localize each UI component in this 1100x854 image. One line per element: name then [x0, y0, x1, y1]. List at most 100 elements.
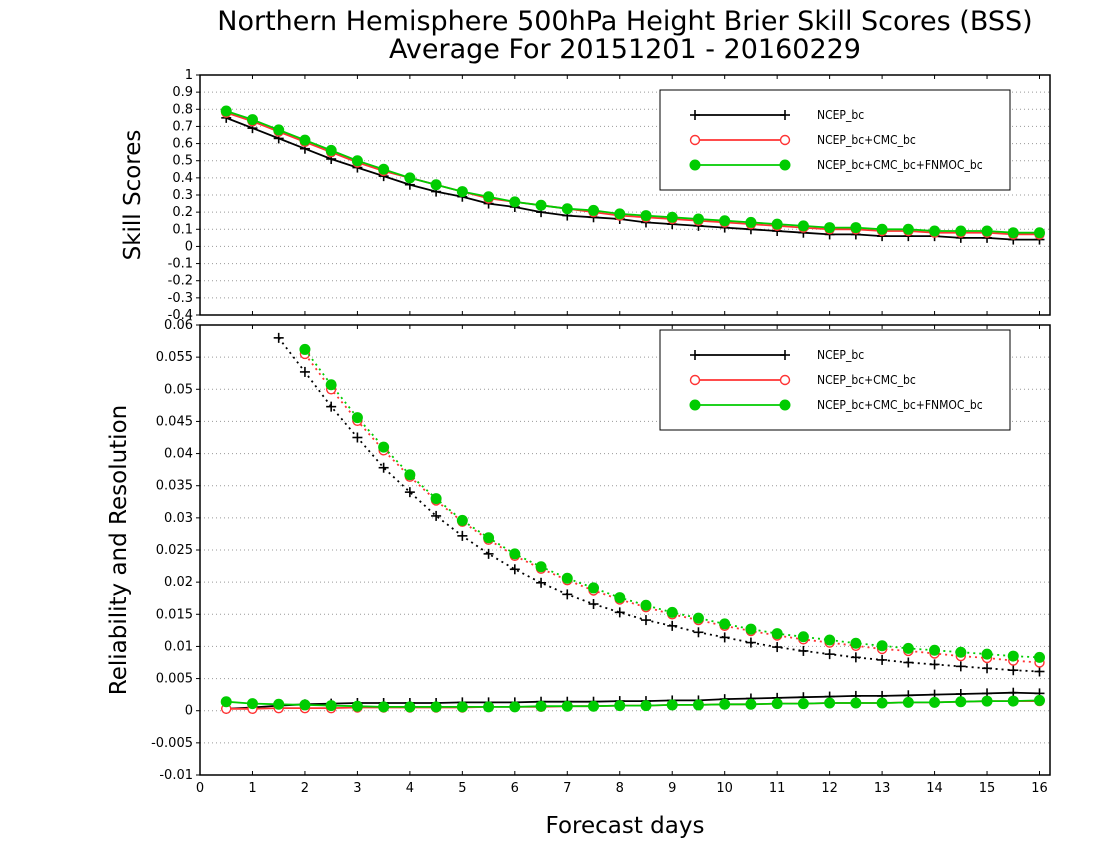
x-tick-label: 14 — [926, 781, 943, 796]
y-tick-label: 0.015 — [156, 607, 193, 622]
data-point — [1034, 651, 1046, 663]
y-tick-label: 0 — [185, 239, 193, 254]
data-point — [771, 628, 783, 640]
data-point — [1034, 666, 1045, 677]
data-point — [588, 204, 600, 216]
plot-layer: -0.4 -0.3 -0.2 -0.1 0 0.1 0.2 0.3 0.4 0.5 0.6 0.7 0.… — [151, 68, 1051, 796]
data-point — [903, 657, 914, 668]
legend-marker — [780, 350, 790, 360]
data-point — [955, 696, 967, 708]
data-point — [509, 701, 521, 713]
y-tick-label: -0.2 — [168, 274, 193, 289]
y-tick-label: -0.1 — [168, 257, 193, 272]
legend-label: NCEP_bc+CMC_bc — [817, 373, 916, 387]
y-tick-label: -0.3 — [168, 291, 193, 306]
data-point — [404, 487, 415, 498]
y-tick-label: 0.4 — [172, 171, 193, 186]
data-point — [693, 627, 704, 638]
data-point — [561, 572, 573, 584]
data-point — [1007, 227, 1019, 239]
data-point — [378, 441, 390, 453]
x-tick-label: 15 — [979, 781, 996, 796]
data-point — [824, 697, 836, 709]
data-point — [614, 607, 625, 618]
data-point — [325, 144, 337, 156]
data-point — [850, 222, 862, 234]
data-point — [797, 698, 809, 710]
x-tick-label: 11 — [769, 781, 786, 796]
data-point — [667, 620, 678, 631]
y-tick-label: 0.025 — [156, 543, 193, 558]
data-point — [273, 698, 285, 710]
data-point — [535, 700, 547, 712]
data-point — [483, 532, 495, 544]
y-tick-label: 0.05 — [164, 382, 193, 397]
data-point — [929, 225, 941, 237]
data-point — [745, 216, 757, 228]
y-tick-label: 0.9 — [172, 85, 193, 100]
y-tick-label: -0.01 — [159, 768, 193, 783]
data-point — [929, 644, 941, 656]
data-point — [535, 199, 547, 211]
legend-label: NCEP_bc+CMC_bc — [817, 133, 916, 147]
series-ncep-bc-cmc-bc-fnmoc-bc-reliability — [220, 694, 1046, 713]
legend-marker — [780, 110, 790, 120]
x-axis-title: Forecast days — [546, 813, 705, 839]
legend-marker — [689, 159, 701, 171]
legend-marker — [690, 110, 700, 120]
data-point — [745, 623, 757, 635]
data-point — [457, 530, 468, 541]
data-point — [798, 645, 809, 656]
data-point — [850, 637, 862, 649]
y-tick-label: 0.055 — [156, 350, 193, 365]
data-point — [876, 223, 888, 235]
data-point — [430, 701, 442, 713]
y-tick-label: 0.035 — [156, 479, 193, 494]
series-ncep-bc-reliability — [221, 687, 1045, 714]
x-tick-label: 4 — [406, 781, 414, 796]
data-point — [351, 412, 363, 424]
data-point — [561, 203, 573, 215]
y-tick-label: 0.6 — [172, 137, 193, 152]
data-point — [824, 649, 835, 660]
data-point — [745, 637, 756, 648]
data-point — [246, 698, 258, 710]
data-point — [640, 599, 652, 611]
panel-reliability-resolution: -0.01 -0.005 0 0.005 0.01 0.015 0.02 0.025 0.03 0… — [151, 318, 1051, 796]
data-point — [745, 698, 757, 710]
data-point — [614, 208, 626, 220]
data-point — [955, 225, 967, 237]
series-ncep-bc-cmc-bc-fnmoc-bc — [220, 105, 1046, 239]
x-tick-label: 7 — [563, 781, 571, 796]
y-tick-label: 0.8 — [172, 102, 193, 117]
data-point — [850, 697, 862, 709]
y-tick-label: 0.06 — [164, 318, 193, 333]
y-tick-label: 0.005 — [156, 672, 193, 687]
legend-marker — [690, 350, 700, 360]
data-point — [483, 191, 495, 203]
x-tick-label: 0 — [196, 781, 204, 796]
y-tick-label: 0.5 — [172, 154, 193, 169]
data-point — [797, 220, 809, 232]
data-point — [588, 700, 600, 712]
top-y-axis-title: Skill Scores — [120, 130, 146, 261]
legend-marker — [779, 134, 791, 146]
data-point — [614, 700, 626, 712]
legend: NCEP_bc NCEP_bc+CMC_bc NCEP_bc+CMC_bc+FNMO… — [659, 89, 1011, 191]
data-point — [273, 124, 285, 136]
legend-marker — [779, 374, 791, 386]
data-point — [1034, 227, 1046, 239]
panel-frame — [199, 74, 1051, 316]
data-point — [352, 432, 363, 443]
data-point — [929, 659, 940, 670]
data-point — [351, 155, 363, 167]
data-point — [771, 218, 783, 230]
data-point — [1034, 694, 1046, 706]
y-tick-label: 1 — [185, 68, 193, 83]
x-tick-label: 3 — [353, 781, 361, 796]
panel-1-data — [220, 332, 1046, 714]
data-point — [404, 172, 416, 184]
data-point — [902, 223, 914, 235]
x-tick-label: 8 — [616, 781, 624, 796]
